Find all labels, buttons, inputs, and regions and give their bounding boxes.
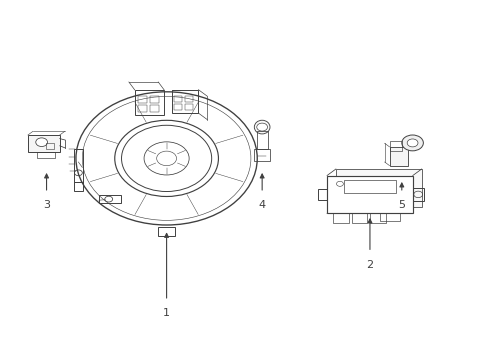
FancyBboxPatch shape <box>390 147 408 166</box>
Circle shape <box>257 123 268 131</box>
Circle shape <box>407 139 418 147</box>
FancyBboxPatch shape <box>28 135 60 152</box>
Text: 3: 3 <box>43 200 50 210</box>
Text: 1: 1 <box>163 308 170 318</box>
Text: 2: 2 <box>367 260 373 270</box>
Circle shape <box>36 138 48 147</box>
Ellipse shape <box>254 120 270 134</box>
Text: 5: 5 <box>398 200 405 210</box>
Text: 4: 4 <box>259 200 266 210</box>
Circle shape <box>402 135 423 151</box>
FancyBboxPatch shape <box>327 175 413 213</box>
FancyBboxPatch shape <box>336 169 421 207</box>
